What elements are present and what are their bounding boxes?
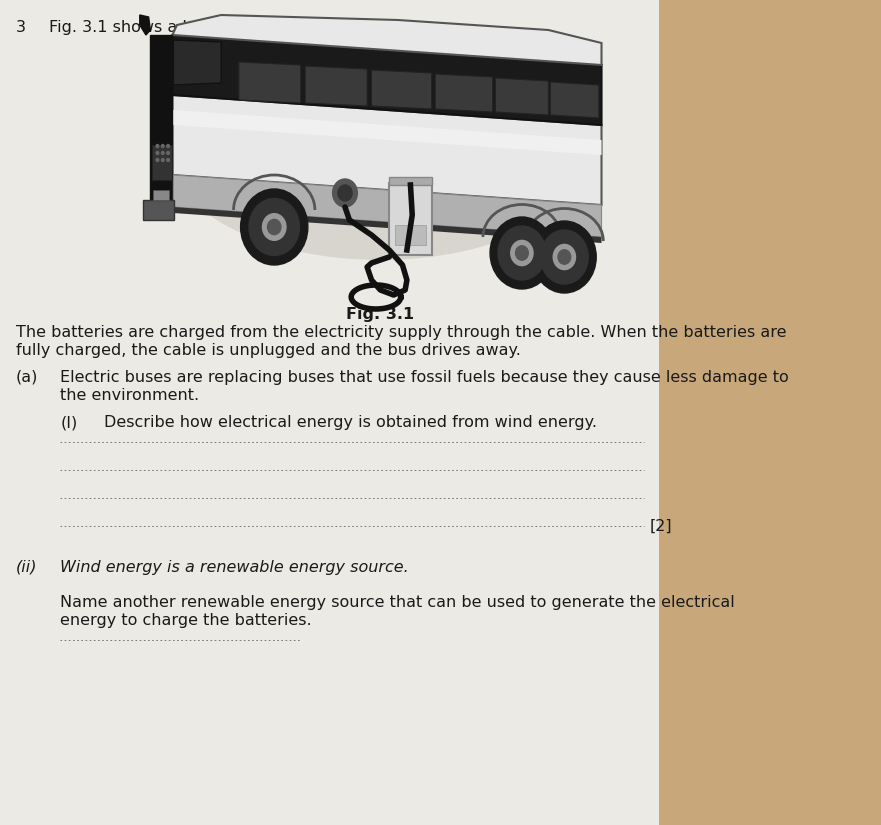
Circle shape	[515, 246, 529, 260]
Circle shape	[498, 226, 546, 280]
Text: Electric buses are replacing buses that use fossil fuels because they cause less: Electric buses are replacing buses that …	[60, 370, 788, 385]
Polygon shape	[173, 35, 602, 125]
Text: fully charged, the cable is unplugged and the bus drives away.: fully charged, the cable is unplugged an…	[16, 343, 521, 358]
Text: Wind energy is a renewable energy source.: Wind energy is a renewable energy source…	[60, 560, 409, 575]
Text: The batteries are charged from the electricity supply through the cable. When th: The batteries are charged from the elect…	[16, 325, 787, 340]
Polygon shape	[140, 15, 151, 35]
Text: the environment.: the environment.	[60, 388, 199, 403]
Circle shape	[167, 158, 169, 162]
Polygon shape	[435, 74, 492, 112]
Text: [2]: [2]	[649, 518, 672, 534]
Circle shape	[268, 219, 281, 234]
Circle shape	[553, 244, 575, 270]
Bar	[152, 145, 172, 180]
Bar	[0, 0, 659, 825]
Circle shape	[333, 179, 358, 207]
Circle shape	[263, 214, 286, 240]
Polygon shape	[239, 62, 300, 103]
Bar	[389, 183, 432, 255]
Polygon shape	[372, 70, 432, 109]
Polygon shape	[173, 15, 602, 65]
Polygon shape	[151, 35, 173, 205]
Polygon shape	[495, 78, 549, 115]
Bar	[144, 200, 174, 220]
Text: Describe how electrical energy is obtained from wind energy.: Describe how electrical energy is obtain…	[104, 415, 597, 430]
Polygon shape	[173, 95, 602, 205]
Polygon shape	[551, 82, 599, 118]
Circle shape	[241, 189, 307, 265]
Text: (a): (a)	[16, 370, 38, 385]
Polygon shape	[305, 66, 367, 106]
Circle shape	[532, 221, 596, 293]
Ellipse shape	[168, 40, 593, 260]
Text: Fig. 3.1: Fig. 3.1	[346, 307, 414, 322]
Circle shape	[490, 217, 554, 289]
Polygon shape	[174, 207, 602, 243]
Polygon shape	[174, 40, 221, 85]
Text: energy to charge the batteries.: energy to charge the batteries.	[60, 613, 312, 628]
Polygon shape	[174, 175, 602, 237]
Circle shape	[511, 240, 533, 266]
Circle shape	[156, 152, 159, 154]
Bar	[389, 177, 432, 185]
Text: 3: 3	[16, 20, 26, 35]
Bar	[395, 225, 426, 245]
Circle shape	[558, 250, 571, 264]
Circle shape	[167, 144, 169, 148]
Text: Name another renewable energy source that can be used to generate the electrical: Name another renewable energy source tha…	[60, 595, 735, 610]
Circle shape	[161, 144, 164, 148]
Circle shape	[249, 199, 300, 256]
Circle shape	[161, 152, 164, 154]
Circle shape	[167, 152, 169, 154]
Bar	[153, 190, 169, 200]
Text: Fig. 3.1 shows a battery-powered electric bus.: Fig. 3.1 shows a battery-powered electri…	[48, 20, 419, 35]
Text: (ii): (ii)	[16, 560, 37, 575]
Circle shape	[161, 158, 164, 162]
Circle shape	[338, 185, 352, 201]
Text: (I): (I)	[60, 415, 78, 430]
Circle shape	[156, 158, 159, 162]
Circle shape	[540, 230, 589, 284]
Circle shape	[156, 144, 159, 148]
Polygon shape	[174, 110, 602, 155]
